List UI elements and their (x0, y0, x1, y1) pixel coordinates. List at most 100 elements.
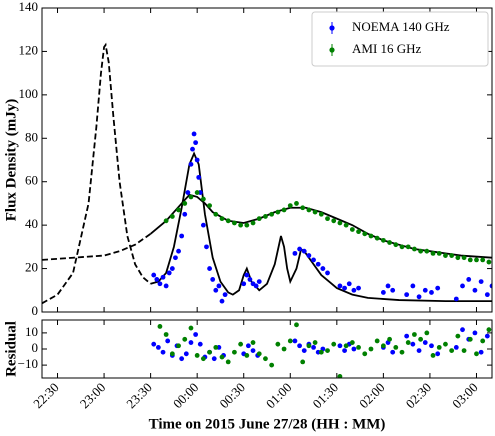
data-point (337, 343, 343, 349)
data-point (449, 253, 455, 258)
data-point (179, 356, 185, 362)
data-point (281, 346, 287, 352)
data-point (404, 333, 410, 339)
data-point (169, 214, 175, 219)
data-point (301, 248, 307, 254)
y-tick-label: 0 (32, 340, 39, 355)
data-point (429, 343, 434, 349)
data-point (306, 343, 312, 349)
data-point (368, 346, 374, 352)
data-point (342, 348, 347, 354)
data-point (250, 348, 256, 354)
data-point (287, 338, 293, 344)
x-tick-label: 02:00 (356, 380, 388, 412)
data-point (204, 244, 209, 250)
x-tick-label: 03:00 (449, 380, 481, 412)
data-point (380, 290, 386, 295)
data-point (176, 343, 181, 349)
data-point (387, 240, 392, 245)
data-point (194, 353, 200, 358)
data-point (466, 277, 472, 282)
data-point (244, 272, 250, 278)
legend-marker (329, 25, 335, 31)
y-tick-label: 120 (19, 42, 39, 57)
data-point (435, 285, 441, 291)
data-point (213, 211, 219, 217)
data-point (351, 287, 357, 293)
x-tick-label: 00:00 (170, 380, 202, 412)
data-point (216, 283, 222, 289)
data-point (390, 287, 396, 293)
data-point (337, 220, 343, 226)
data-point (312, 209, 318, 215)
data-point (182, 211, 188, 217)
data-point (405, 340, 411, 345)
data-point (343, 222, 349, 228)
data-point (219, 216, 225, 222)
data-point (436, 250, 442, 256)
y-tick-label: 10 (25, 324, 38, 339)
data-point (472, 287, 478, 293)
data-point (165, 338, 171, 344)
data-point (429, 290, 434, 295)
data-point (300, 359, 306, 365)
data-point (241, 281, 247, 287)
data-point (356, 285, 361, 291)
model-curve (150, 151, 492, 303)
data-point (374, 338, 380, 344)
data-point (244, 353, 250, 358)
data-point (292, 250, 298, 256)
data-point (306, 253, 312, 258)
data-point (188, 340, 194, 345)
data-point (306, 207, 312, 213)
x-tick-label: 01:30 (310, 380, 342, 412)
data-point (281, 207, 287, 213)
data-point (193, 140, 199, 146)
data-point (188, 161, 194, 167)
data-point (486, 259, 492, 265)
data-point (455, 255, 461, 261)
data-point (232, 349, 237, 355)
data-point (225, 359, 231, 365)
data-point (443, 341, 448, 347)
data-point (393, 242, 399, 248)
data-point (210, 277, 216, 282)
data-point (176, 248, 181, 254)
data-point (154, 277, 160, 282)
data-point (211, 356, 217, 362)
data-point (436, 344, 442, 350)
data-point (294, 201, 299, 206)
data-point (185, 190, 191, 195)
data-point (484, 292, 490, 298)
data-point (182, 201, 188, 206)
data-point (183, 351, 189, 357)
data-point (207, 349, 212, 355)
data-point (250, 340, 256, 345)
data-point (193, 332, 199, 337)
model-curve (150, 193, 492, 259)
data-point (480, 338, 486, 344)
data-point (418, 336, 424, 342)
plot-frame (41, 7, 493, 313)
data-point (200, 222, 206, 228)
data-point (194, 190, 200, 195)
data-point (393, 344, 399, 350)
x-tick-label: 23:00 (77, 380, 109, 412)
data-point (190, 146, 195, 152)
data-point (325, 216, 330, 222)
data-point (173, 255, 178, 261)
data-point (155, 344, 161, 350)
data-point (245, 343, 251, 349)
data-point (424, 248, 430, 254)
data-point (374, 235, 380, 241)
data-point (405, 244, 411, 250)
data-point (422, 287, 428, 293)
data-point (390, 349, 396, 355)
data-point (416, 348, 422, 354)
data-point (250, 220, 256, 226)
data-point (238, 222, 244, 228)
data-point (194, 157, 200, 163)
data-point (247, 277, 253, 282)
y-tick-label: 80 (25, 129, 38, 144)
